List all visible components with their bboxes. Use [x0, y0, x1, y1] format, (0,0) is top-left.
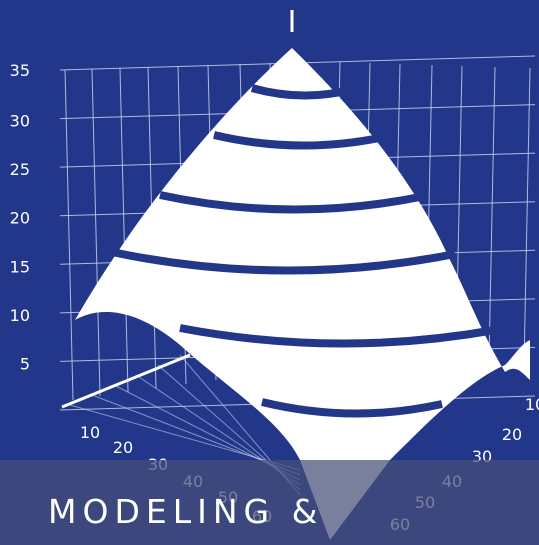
- grid-line-vertical: [523, 67, 531, 367]
- x-tick-label: 10: [80, 423, 100, 442]
- grid-line-vertical: [119, 67, 129, 393]
- contour-line: [159, 191, 421, 214]
- banner-title: MODELING &: [48, 492, 324, 531]
- z-axis: 5 10 15 20 25 30 35: [10, 61, 30, 373]
- z-tick-label: 20: [10, 209, 30, 228]
- contour-line: [179, 324, 496, 348]
- z-tick-label: 25: [10, 160, 30, 179]
- x-tick-label: 20: [113, 438, 133, 457]
- contour-line: [111, 248, 456, 275]
- contour-line: [213, 131, 385, 150]
- surface: [75, 48, 530, 540]
- x-axis-line: [61, 353, 191, 409]
- title-banner: [0, 460, 539, 545]
- y-tick-label: 20: [502, 425, 522, 444]
- grid-line-vertical: [488, 66, 496, 361]
- y-tick-label: 10: [525, 395, 539, 414]
- contour-line: [250, 84, 351, 100]
- z-tick-label: 15: [10, 257, 30, 276]
- z-tick-label: 10: [10, 306, 30, 325]
- z-tick-label: 30: [10, 112, 30, 131]
- grid-line-vertical: [91, 68, 101, 397]
- grid-line-vertical: [64, 69, 74, 401]
- contour-lines: [111, 84, 496, 418]
- z-tick-label: 35: [10, 61, 30, 80]
- z-tick-label: 5: [20, 354, 30, 373]
- contour-line: [261, 398, 443, 418]
